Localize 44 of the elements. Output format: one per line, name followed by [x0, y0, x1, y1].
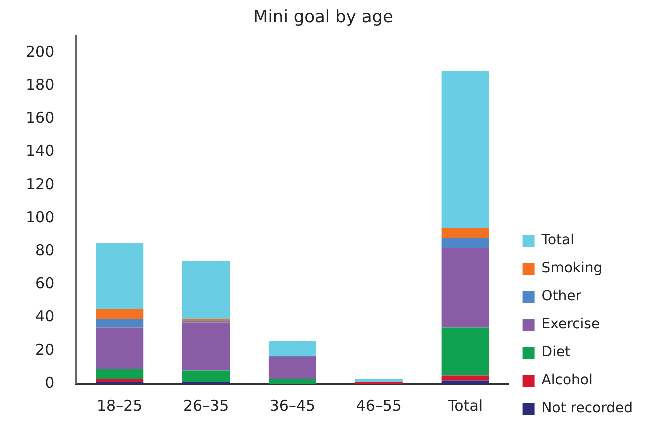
- bar: [442, 376, 490, 381]
- bar: [442, 228, 490, 238]
- y-tick-label: 200: [26, 42, 55, 61]
- y-tick-label: 100: [26, 208, 55, 226]
- bar: [96, 243, 144, 310]
- bar: [96, 328, 144, 370]
- y-tick-label: 140: [26, 142, 55, 160]
- bar: [442, 380, 490, 384]
- y-tick-label: 120: [26, 175, 55, 194]
- legend-label: Exercise: [542, 316, 600, 333]
- bar: [268, 358, 316, 380]
- bar: [268, 379, 316, 384]
- x-tick-label: 26–35: [183, 396, 230, 415]
- bar: [96, 310, 144, 320]
- legend-label: Total: [540, 232, 575, 249]
- chart-title: Mini goal by age: [254, 8, 394, 28]
- x-tick-label: Total: [447, 396, 484, 415]
- y-tick-label: 0: [45, 374, 55, 392]
- x-tick-label: 46–55: [356, 396, 402, 415]
- legend-label: Other: [542, 288, 582, 305]
- legend-label: Diet: [542, 344, 572, 361]
- bar: [442, 328, 490, 376]
- bar: [96, 369, 144, 380]
- y-tick-label: 180: [26, 76, 55, 94]
- y-tick-label: 80: [36, 241, 55, 260]
- legend-label: Not recorded: [542, 400, 634, 417]
- bar: [182, 262, 230, 320]
- bar: [355, 379, 403, 382]
- bar: [96, 319, 144, 328]
- x-tick-label: 36–45: [270, 396, 316, 415]
- bar: [182, 322, 230, 371]
- bar: [182, 370, 230, 382]
- y-tick-label: 20: [36, 340, 55, 359]
- legend-label: Smoking: [542, 260, 603, 277]
- legend-label: Alcohol: [542, 372, 593, 389]
- bar: [442, 238, 490, 248]
- bar: [268, 340, 316, 356]
- bar: [442, 248, 490, 328]
- x-tick-label: 18–25: [97, 396, 143, 415]
- y-tick-label: 40: [36, 308, 55, 326]
- y-tick-label: 60: [36, 274, 55, 293]
- y-tick-label: 160: [26, 109, 55, 128]
- bar: [96, 379, 144, 382]
- bar: [442, 71, 490, 228]
